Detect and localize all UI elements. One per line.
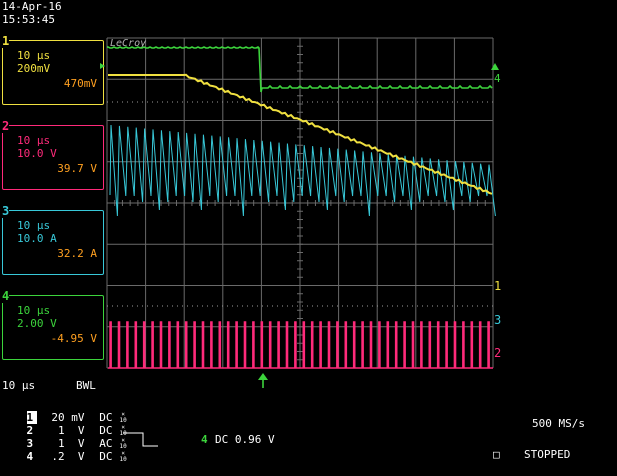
trigger-slope-icon <box>123 432 158 447</box>
channel-3-trace <box>109 124 496 217</box>
channel-4-value: -4.95 V <box>50 332 97 345</box>
channel-4-offset-marker[interactable] <box>100 63 105 69</box>
channel-1-box[interactable]: 1 10 µs 200mV 470mV <box>2 34 104 105</box>
settings-row-2-frac-bottom: 10 <box>119 430 127 437</box>
channel-4-trace <box>107 45 493 93</box>
settings-row-1-frac-top: × <box>121 411 125 418</box>
settings-row-4-frac-bottom: 10 <box>119 456 127 463</box>
channel-4-vdiv: 2.00 V <box>17 317 57 330</box>
settings-row-1-num: 1 <box>26 411 37 424</box>
settings-row-1-scale: 20 mV <box>51 411 85 424</box>
settings-row-3-frac-bottom: 10 <box>119 443 127 450</box>
settings-row-2-scale: 1 V <box>58 424 85 437</box>
channel-2-box[interactable]: 2 10 µs 10.0 V 39.7 V <box>2 119 104 190</box>
trigger-channel: 4 <box>201 433 208 446</box>
brand-logo: LeCroy <box>110 38 146 49</box>
channel-2-trace <box>108 321 493 369</box>
settings-row-2-coupling: DC <box>99 424 113 437</box>
channel-4-marker: 4 <box>494 72 501 85</box>
settings-row-4[interactable]: 4.2 V DC × 10 <box>0 437 127 476</box>
channel-4-level-arrow[interactable] <box>491 63 499 70</box>
sample-rate: 500 MS/s <box>532 417 585 430</box>
bwl-label: BWL <box>76 379 96 392</box>
channel-1-timebase: 10 µs <box>17 49 51 62</box>
channel-3-timebase: 10 µs <box>17 219 51 232</box>
channel-3-box[interactable]: 3 10 µs 10.0 A 32.2 A <box>2 204 104 275</box>
channel-3-value: 32.2 A <box>57 247 97 260</box>
acquisition-status: STOPPED <box>524 448 571 461</box>
channel-2-value: 39.7 V <box>57 162 97 175</box>
settings-row-2-frac-top: × <box>121 424 125 431</box>
channel-2-timebase: 10 µs <box>17 134 51 147</box>
time-label: 15:53:45 <box>2 13 55 26</box>
settings-row-1[interactable]: 1 20 mV DC × 10 <box>0 398 127 437</box>
settings-row-3-scale: 1 V <box>58 437 85 450</box>
settings-row-4-frac-top: × <box>121 450 125 457</box>
channel-2-badge: 2 <box>2 119 10 133</box>
channel-1-value: 470mV <box>63 77 97 90</box>
scope-display[interactable]: LeCroy 4 1 3 2 <box>0 0 617 463</box>
channel-4-badge: 4 <box>2 289 10 303</box>
settings-row-4-num: 4 <box>26 450 34 463</box>
settings-row-1-coupling: DC <box>99 411 113 424</box>
settings-row-2-num: 2 <box>26 424 34 437</box>
channel-4-box[interactable]: 4 10 µs 2.00 V -4.95 V <box>2 289 104 360</box>
channel-1-badge: 1 <box>2 34 10 48</box>
channel-3-vdiv: 10.0 A <box>17 232 57 245</box>
channel-3-marker: 3 <box>494 313 501 327</box>
channel-1-vdiv: 200mV <box>17 62 51 75</box>
graticule <box>106 37 494 369</box>
channel-3-badge: 3 <box>2 204 10 218</box>
channel-2-marker: 2 <box>494 346 501 360</box>
settings-row-4-coupling: DC <box>99 450 113 463</box>
trigger-level: DC 0.96 V <box>215 433 275 446</box>
trigger-position-arrow[interactable] <box>258 373 268 388</box>
channel-4-timebase: 10 µs <box>17 304 51 317</box>
settings-row-1-frac-bottom: 10 <box>119 417 127 424</box>
status-box-icon: □ <box>493 448 500 461</box>
channel-1-marker: 1 <box>494 279 501 293</box>
channel-1-trace <box>108 73 493 195</box>
settings-row-3-frac-top: × <box>121 437 125 444</box>
settings-row-3-coupling: AC <box>99 437 113 450</box>
bottom-timebase: 10 µs <box>2 379 36 392</box>
settings-row-3-num: 3 <box>26 437 34 450</box>
settings-row-4-scale: .2 V <box>51 450 85 463</box>
channel-2-vdiv: 10.0 V <box>17 147 57 160</box>
date-label: 14-Apr-16 <box>2 0 62 13</box>
